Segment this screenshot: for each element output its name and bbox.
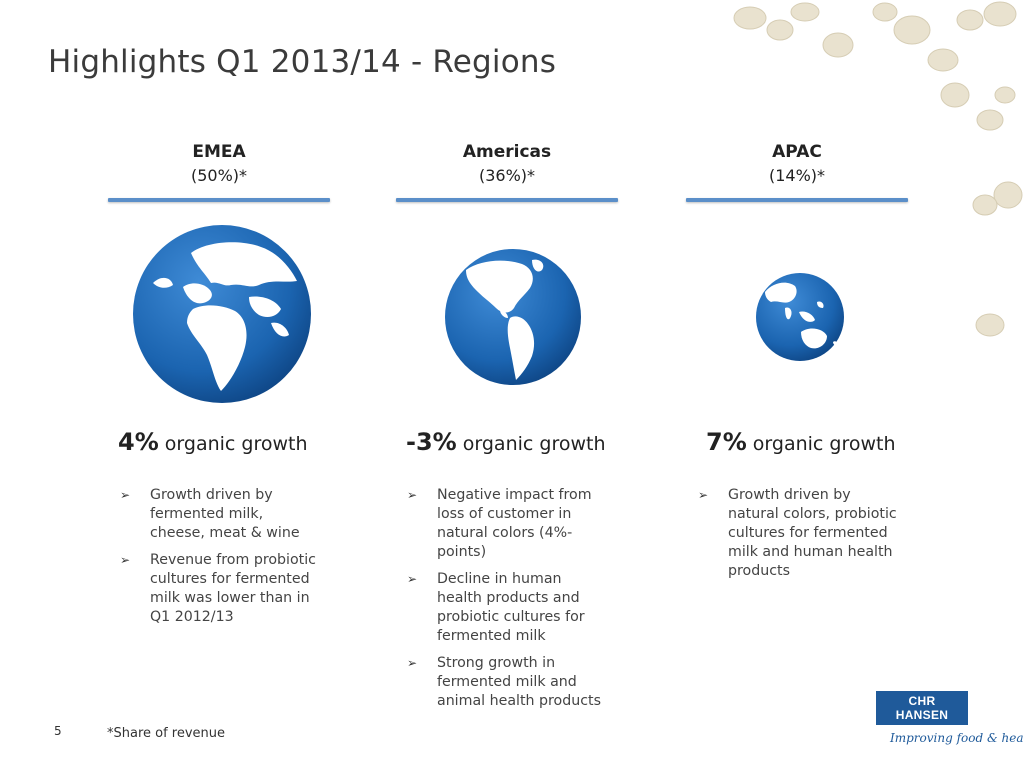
- decorative-kernels-image: [733, 1, 1023, 337]
- growth-value: -3%: [406, 428, 457, 456]
- region-name: EMEA: [192, 142, 246, 162]
- list-item: ➢ Growth driven by natural colors, probio…: [696, 486, 901, 581]
- growth-label: organic growth: [462, 433, 606, 455]
- bullet-text: Revenue from probiotic cultures for ferm…: [150, 552, 316, 625]
- slide-title: Highlights Q1 2013/14 - Regions: [48, 44, 557, 80]
- growth-apac: 7% organic growth: [706, 428, 896, 456]
- growth-label: organic growth: [164, 433, 308, 455]
- bullet-text: Strong growth in fermented milk and anim…: [437, 655, 601, 709]
- list-item: ➢ Revenue from probiotic cultures for fer…: [118, 551, 318, 627]
- globe-emea-icon: [133, 225, 311, 403]
- region-share: (50%)*: [190, 166, 248, 185]
- list-item: ➢ Growth driven by fermented milk, cheese…: [118, 486, 318, 543]
- page-number: 5: [54, 724, 62, 738]
- growth-label: organic growth: [752, 433, 896, 455]
- arrow-bullet-icon: ➢: [120, 488, 131, 502]
- list-item: ➢ Decline in human health products and pr…: [405, 570, 610, 646]
- arrow-bullet-icon: ➢: [698, 488, 709, 502]
- bullet-list-emea: ➢ Growth driven by fermented milk, cheese…: [118, 486, 318, 635]
- chr-hansen-logo: CHR HANSEN Improving food & health: [876, 691, 1024, 745]
- bullet-text: Growth driven by natural colors, probiot…: [728, 487, 897, 579]
- growth-americas: -3% organic growth: [406, 428, 606, 456]
- arrow-bullet-icon: ➢: [407, 488, 418, 502]
- region-header-apac: APAC (14%)*: [686, 140, 908, 202]
- footnote: *Share of revenue: [107, 726, 226, 741]
- globe-apac-icon: [756, 273, 844, 361]
- bullet-text: Growth driven by fermented milk, cheese,…: [150, 487, 300, 541]
- region-share: (36%)*: [478, 166, 536, 185]
- bullet-text: Negative impact from loss of customer in…: [437, 487, 592, 560]
- growth-emea: 4% organic growth: [118, 428, 308, 456]
- list-item: ➢ Strong growth in fermented milk and ani…: [405, 654, 610, 711]
- region-divider: [686, 198, 908, 202]
- arrow-bullet-icon: ➢: [120, 553, 131, 567]
- growth-value: 7%: [706, 428, 747, 456]
- list-item: ➢ Negative impact from loss of customer i…: [405, 486, 610, 562]
- bullet-text: Decline in human health products and pro…: [437, 571, 585, 644]
- region-name: APAC: [772, 142, 822, 162]
- bullet-list-americas: ➢ Negative impact from loss of customer i…: [405, 486, 610, 719]
- region-name: Americas: [462, 142, 552, 162]
- region-header-americas: Americas (36%)*: [396, 140, 618, 202]
- arrow-bullet-icon: ➢: [407, 656, 418, 670]
- region-divider: [108, 198, 330, 202]
- globe-americas-icon: [445, 249, 581, 385]
- region-header-emea: EMEA (50%)*: [108, 140, 330, 202]
- arrow-bullet-icon: ➢: [407, 572, 418, 586]
- logo-tagline: Improving food & health: [890, 731, 1024, 745]
- region-share: (14%)*: [768, 166, 826, 185]
- growth-value: 4%: [118, 428, 159, 456]
- region-divider: [396, 198, 618, 202]
- logo-wordmark: CHR HANSEN: [876, 691, 968, 725]
- bullet-list-apac: ➢ Growth driven by natural colors, probio…: [696, 486, 901, 589]
